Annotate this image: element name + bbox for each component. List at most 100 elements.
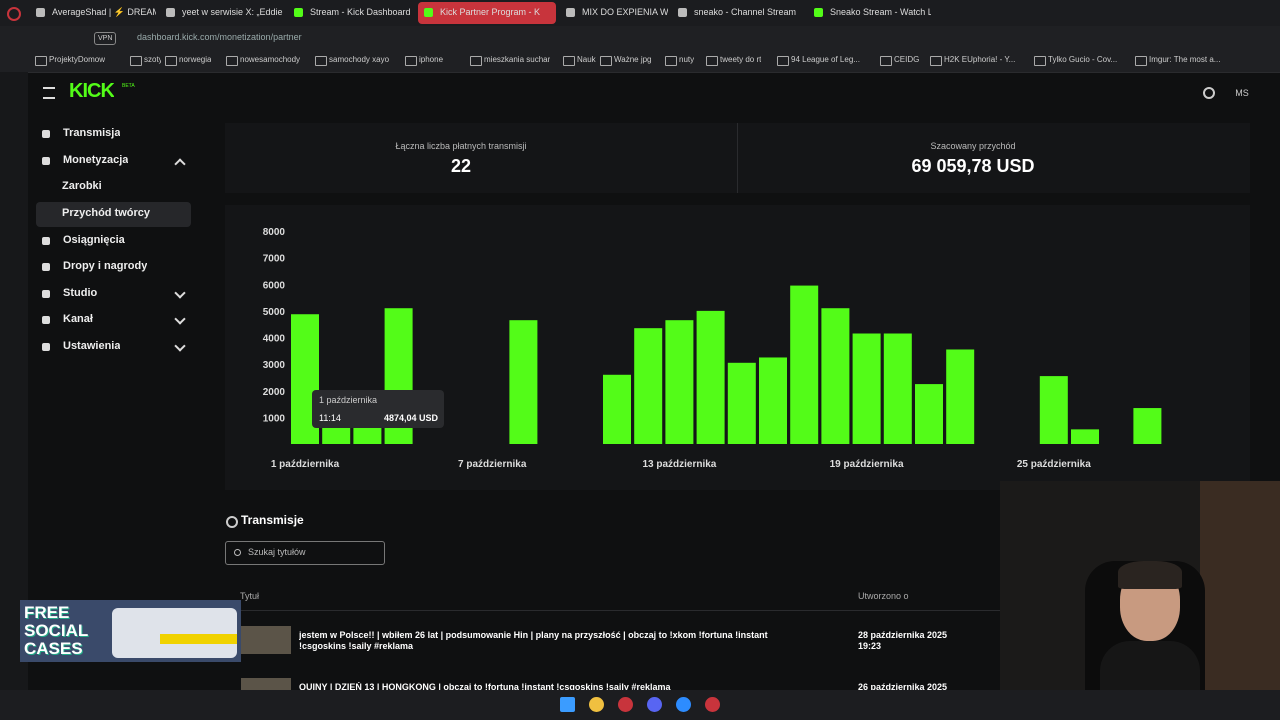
search-box[interactable]: Szukaj tytułów bbox=[225, 541, 385, 565]
bookmark-icon bbox=[665, 56, 677, 66]
bookmark-label: Ważne jpg bbox=[614, 55, 652, 64]
logo[interactable]: KICK bbox=[69, 80, 114, 102]
tab[interactable]: AverageShad | ⚡ DREAM bbox=[30, 2, 156, 24]
menu-item[interactable]: Zarobki bbox=[62, 180, 102, 192]
taskbar-icon[interactable] bbox=[676, 697, 691, 712]
tab[interactable]: MIX DO EXPIENIA W bbox=[560, 2, 668, 24]
taskbar-icon[interactable] bbox=[705, 697, 720, 712]
tab[interactable]: Kick Partner Program - K bbox=[418, 2, 556, 24]
bookmark-icon bbox=[315, 56, 327, 66]
bookmark-label: tweety do rt bbox=[720, 55, 762, 64]
bookmark[interactable]: nowesamochody bbox=[226, 54, 311, 68]
tab[interactable]: Stream - Kick Dashboard bbox=[288, 2, 414, 24]
promo-van bbox=[112, 608, 237, 658]
tab-icon bbox=[36, 8, 45, 17]
tab[interactable]: Sneako Stream - Watch L bbox=[808, 2, 931, 24]
tab-icon bbox=[166, 8, 175, 17]
menu-item[interactable]: Osiągnięcia bbox=[63, 234, 125, 246]
y-tick-label: 2000 bbox=[263, 387, 286, 398]
bookmark-icon bbox=[706, 56, 718, 66]
menu-item[interactable]: Transmisja bbox=[63, 127, 121, 139]
tab[interactable]: yeet w serwisie X: „Eddie bbox=[160, 2, 284, 24]
bookmark[interactable]: 94 League of Leg... bbox=[777, 54, 876, 68]
chevron[interactable] bbox=[174, 158, 186, 170]
promo-text: FREE SOCIAL CASES bbox=[24, 604, 88, 658]
bookmark[interactable]: Nauka bbox=[563, 54, 596, 68]
webcam bbox=[1000, 481, 1280, 690]
taskbar-icon[interactable] bbox=[618, 697, 633, 712]
stats-divider bbox=[737, 123, 738, 193]
menu-item[interactable]: Monetyzacja bbox=[63, 154, 129, 166]
toolbar bbox=[0, 26, 1280, 50]
taskbar-icon[interactable] bbox=[589, 697, 604, 712]
tab-icon bbox=[566, 8, 575, 17]
bookmark[interactable]: ProjektyDomow bbox=[35, 54, 126, 68]
bookmark[interactable]: CEIDG bbox=[880, 54, 926, 68]
menu-item[interactable]: Studio bbox=[63, 287, 98, 299]
tooltip-value: 4874,04 USD bbox=[384, 413, 439, 423]
bar bbox=[727, 362, 756, 444]
y-tick-label: 6000 bbox=[263, 280, 286, 291]
bar bbox=[852, 333, 881, 444]
y-tick-label: 4000 bbox=[263, 334, 286, 345]
browser-logo bbox=[7, 7, 21, 21]
tab-icon bbox=[678, 8, 687, 17]
bookmark[interactable]: Imgur: The most a... bbox=[1135, 54, 1246, 68]
bookmark-icon bbox=[1034, 56, 1046, 66]
tab-icon bbox=[424, 8, 433, 17]
bookmark-icon bbox=[777, 56, 789, 66]
taskbar-icon[interactable] bbox=[647, 697, 662, 712]
bookmark[interactable]: tweety do rt bbox=[706, 54, 773, 68]
tab-icon bbox=[814, 8, 823, 17]
menu-item[interactable]: Kanał bbox=[63, 313, 93, 325]
x-tick-label: 7 października bbox=[458, 459, 527, 470]
bookmark[interactable]: mieszkania suchar bbox=[470, 54, 559, 68]
column-header[interactable]: Tytuł bbox=[240, 591, 260, 601]
bar bbox=[821, 308, 850, 444]
bookmark-icon bbox=[600, 56, 612, 66]
bookmark[interactable]: samochody xayo bbox=[315, 54, 401, 68]
search-icon[interactable] bbox=[1203, 87, 1215, 99]
bookmark-label: Tylko Gucio - Cov... bbox=[1048, 55, 1118, 64]
chevron[interactable] bbox=[174, 313, 186, 325]
menu-item[interactable]: Dropy i nagrody bbox=[63, 260, 148, 272]
bookmark[interactable]: norwegia bbox=[165, 54, 222, 68]
address[interactable]: dashboard.kick.com/monetization/partner bbox=[137, 32, 302, 42]
stream-title[interactable]: jestem w Polsce!! | wbiłem 26 lat | pods… bbox=[299, 630, 768, 651]
avatar[interactable]: MS bbox=[1235, 88, 1249, 98]
bookmark-label: 94 League of Leg... bbox=[791, 55, 860, 64]
chart: 1000 2000 3000 4000 5000 6000 7000 8000 1 paździ… bbox=[263, 227, 1162, 470]
bookmark[interactable]: Ważne jpg bbox=[600, 54, 661, 68]
bookmark-icon bbox=[470, 56, 482, 66]
bookmark[interactable]: iphone bbox=[405, 54, 466, 68]
bar bbox=[509, 320, 538, 444]
bookmark[interactable]: szoty bbox=[130, 54, 161, 68]
x-tick-label: 25 października bbox=[1017, 459, 1091, 470]
taskbar bbox=[0, 690, 1280, 720]
bar bbox=[759, 357, 787, 444]
y-tick-label: 7000 bbox=[263, 254, 286, 265]
column-header[interactable]: Utworzono o bbox=[858, 591, 909, 601]
bookmark-label: ProjektyDomow bbox=[49, 55, 106, 64]
tab[interactable]: sneako - Channel Stream bbox=[672, 2, 804, 24]
menu-item[interactable]: Przychód twórcy bbox=[62, 207, 151, 219]
menu-item[interactable]: Ustawienia bbox=[63, 340, 121, 352]
bar bbox=[946, 349, 975, 444]
tooltip: 1 października 11:14 4874,04 USD bbox=[312, 390, 444, 428]
bookmark-label: Imgur: The most a... bbox=[1149, 55, 1221, 64]
y-tick-label: 8000 bbox=[263, 227, 286, 238]
menu-icon[interactable] bbox=[43, 87, 55, 99]
webcam-body bbox=[1100, 641, 1200, 690]
chevron[interactable] bbox=[174, 287, 186, 299]
taskbar-icon[interactable] bbox=[560, 697, 575, 712]
stream-title[interactable]: QUINY | DZIEŃ 13 | HONGKONG | obczaj to … bbox=[299, 682, 671, 692]
tab-title: AverageShad | ⚡ DREAM bbox=[52, 7, 156, 17]
promo-stripe bbox=[160, 634, 237, 644]
bookmark[interactable]: Tylko Gucio - Cov... bbox=[1034, 54, 1131, 68]
bookmark[interactable]: H2K EUphoria! - Y... bbox=[930, 54, 1030, 68]
bar bbox=[915, 384, 943, 444]
chevron[interactable] bbox=[174, 340, 186, 352]
bookmark-icon bbox=[1135, 56, 1147, 66]
bookmark[interactable]: nuty bbox=[665, 54, 702, 68]
